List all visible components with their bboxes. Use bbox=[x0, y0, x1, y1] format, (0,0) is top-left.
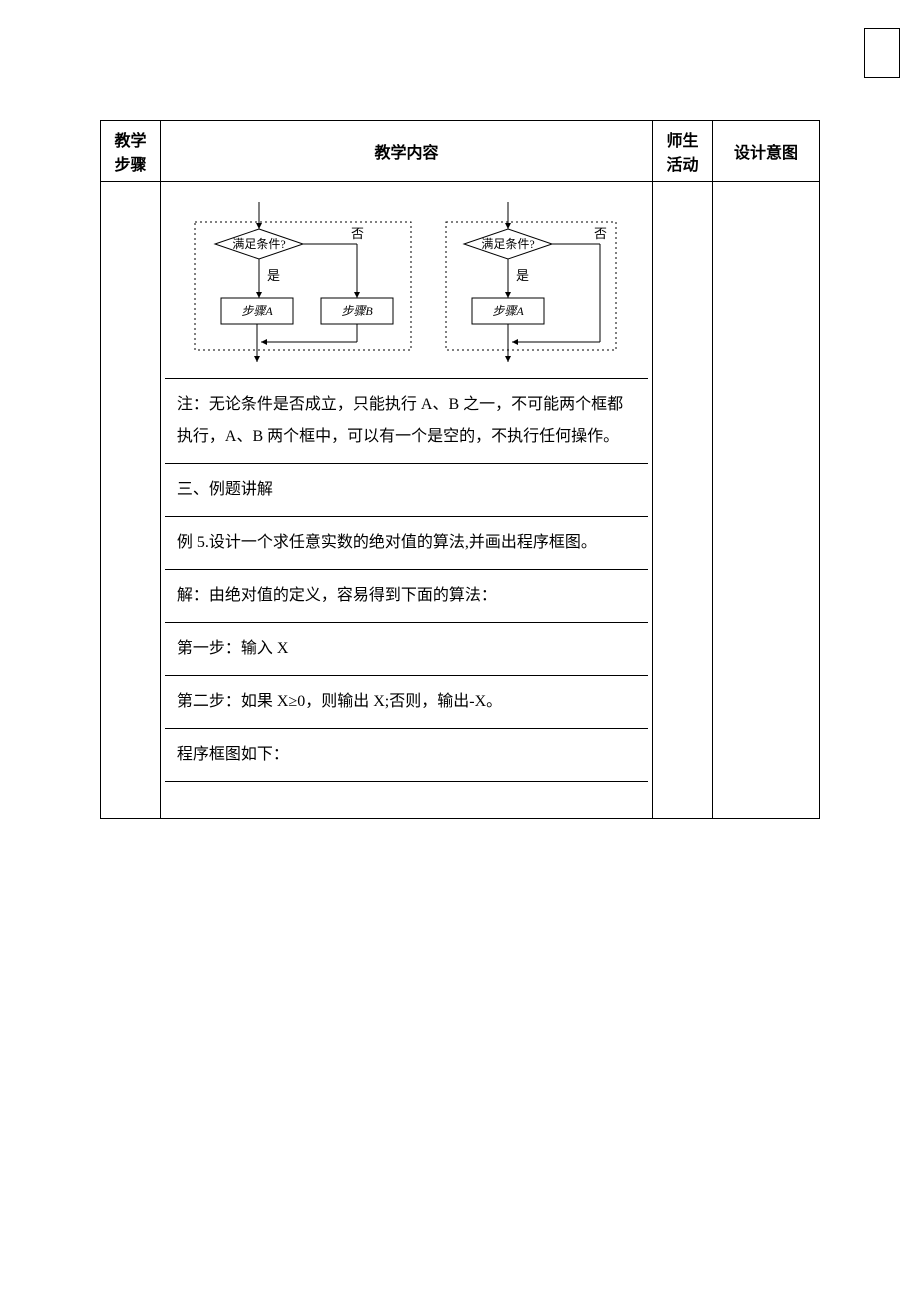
table-header-row: 教学 步骤 教学内容 师生 活动 设计意图 bbox=[101, 121, 820, 182]
section-row: 三、例题讲解 bbox=[165, 464, 648, 517]
yes-label: 是 bbox=[267, 268, 280, 283]
step2-row: 第二步：如果 X≥0，则输出 X;否则，输出-X。 bbox=[165, 676, 648, 729]
step1-row: 第一步：输入 X bbox=[165, 623, 648, 676]
col-header-content: 教学内容 bbox=[160, 121, 652, 182]
flowchart-left: 满足条件? 否 是 步骤A bbox=[181, 198, 425, 368]
no-label-r: 否 bbox=[594, 226, 607, 241]
cond-label-r: 满足条件? bbox=[482, 237, 535, 251]
activity-cell bbox=[653, 182, 713, 819]
flowchart-right: 满足条件? 否 是 步骤A bbox=[432, 198, 632, 368]
lesson-plan-table: 教学 步骤 教学内容 师生 活动 设计意图 bbox=[100, 120, 820, 819]
col-header-intent: 设计意图 bbox=[712, 121, 819, 182]
example-row: 例 5.设计一个求任意实数的绝对值的算法,并画出程序框图。 bbox=[165, 517, 648, 570]
flowchart-cell: 满足条件? 否 是 步骤A bbox=[165, 188, 648, 379]
stepA-label: 步骤A bbox=[241, 304, 273, 318]
cond-label: 满足条件? bbox=[232, 237, 285, 251]
blank-row bbox=[165, 782, 648, 812]
col-header-activity: 师生 活动 bbox=[653, 121, 713, 182]
content-inner-table: 满足条件? 否 是 步骤A bbox=[165, 188, 648, 812]
col-header-step: 教学 步骤 bbox=[101, 121, 161, 182]
intent-cell bbox=[712, 182, 819, 819]
note-row: 注：无论条件是否成立，只能执行 A、B 之一，不可能两个框都执行，A、B 两个框… bbox=[165, 379, 648, 464]
yes-label-r: 是 bbox=[516, 268, 529, 283]
flowchart-container: 满足条件? 否 是 步骤A bbox=[177, 198, 636, 368]
step-cell bbox=[101, 182, 161, 819]
table-body-row: 满足条件? 否 是 步骤A bbox=[101, 182, 820, 819]
stepA-label-r: 步骤A bbox=[493, 304, 525, 318]
solution-row: 解：由绝对值的定义，容易得到下面的算法： bbox=[165, 570, 648, 623]
no-label: 否 bbox=[351, 226, 364, 241]
lesson-plan-page: 教学 步骤 教学内容 师生 活动 设计意图 bbox=[100, 120, 820, 819]
flow-follow-row: 程序框图如下： bbox=[165, 729, 648, 782]
content-cell: 满足条件? 否 是 步骤A bbox=[160, 182, 652, 819]
corner-box bbox=[864, 28, 900, 78]
stepB-label: 步骤B bbox=[341, 304, 373, 318]
